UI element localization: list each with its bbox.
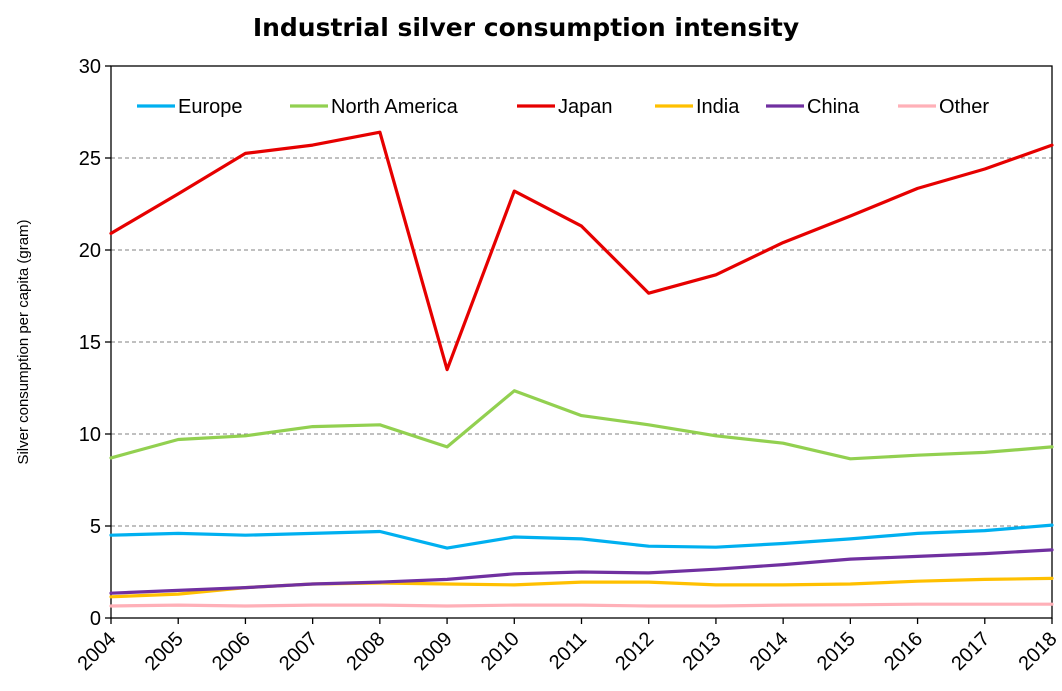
legend-label: Japan (558, 96, 613, 118)
x-tick-label: 2004 (74, 628, 121, 675)
x-tick-label: 2016 (880, 628, 927, 675)
y-tick-label: 30 (79, 56, 101, 78)
x-tick-label: 2010 (477, 628, 524, 675)
y-tick-label: 20 (79, 240, 101, 262)
x-tick-label: 2007 (275, 628, 322, 675)
x-tick-label: 2009 (410, 628, 457, 675)
series-line-other (109, 602, 1054, 608)
x-tick-label: 2008 (342, 628, 389, 675)
legend-label: India (696, 96, 740, 118)
series-line-china (109, 548, 1054, 595)
series-line-north-america (109, 389, 1054, 461)
x-tick-label: 2005 (141, 628, 188, 675)
chart-title: Industrial silver consumption intensity (253, 13, 799, 42)
x-tick-label: 2006 (208, 628, 255, 675)
x-tick-label: 2011 (545, 628, 591, 674)
x-tick-label: 2013 (678, 628, 725, 675)
x-tick-labels: 2004 2005 2006 2007 2008 2009 2010 2011 2012 2013… (74, 628, 1062, 675)
series-line-europe (109, 523, 1054, 550)
legend-label: China (807, 96, 860, 118)
y-tick-label: 10 (79, 424, 101, 446)
y-tick-label: 25 (79, 148, 101, 170)
x-tick-label: 2012 (611, 628, 658, 675)
y-tick-labels: 0 5 10 15 20 25 30 (79, 56, 101, 630)
x-tick-label: 2014 (746, 628, 793, 675)
y-tick-label: 0 (90, 608, 101, 630)
y-tick-label: 5 (90, 516, 101, 538)
series-lines (109, 130, 1054, 608)
x-tick-label: 2017 (947, 628, 994, 675)
axes (105, 65, 1053, 624)
x-tick-label: 2018 (1015, 628, 1062, 675)
y-tick-label: 15 (79, 332, 101, 354)
gridlines (111, 157, 1052, 527)
legend-label: Europe (178, 96, 243, 118)
legend-label: North America (331, 96, 459, 118)
series-line-japan (109, 130, 1054, 372)
x-tick-label: 2015 (813, 628, 860, 675)
legend: Europe North America Japan India China Other (137, 96, 989, 118)
legend-label: Other (939, 96, 989, 118)
y-axis-label: Silver consumption per capita (gram) (15, 219, 32, 464)
